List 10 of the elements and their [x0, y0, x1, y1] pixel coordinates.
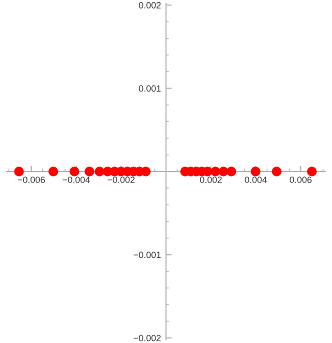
y-tick-label: −0.001: [134, 252, 161, 258]
y-tick-label: 0.001: [138, 85, 161, 92]
x-tick-label: −0.004: [62, 176, 90, 183]
y-tick-label: −0.002: [134, 334, 161, 342]
x-tick-label: −0.006: [18, 176, 45, 183]
x-tick-label: 0.002: [200, 176, 222, 183]
y-tick-label: 0.002: [138, 2, 161, 8]
x-tick-label: −0.002: [108, 176, 135, 183]
x-tick-label: 0.006: [290, 176, 312, 183]
x-tick-label: 0.004: [244, 176, 267, 183]
